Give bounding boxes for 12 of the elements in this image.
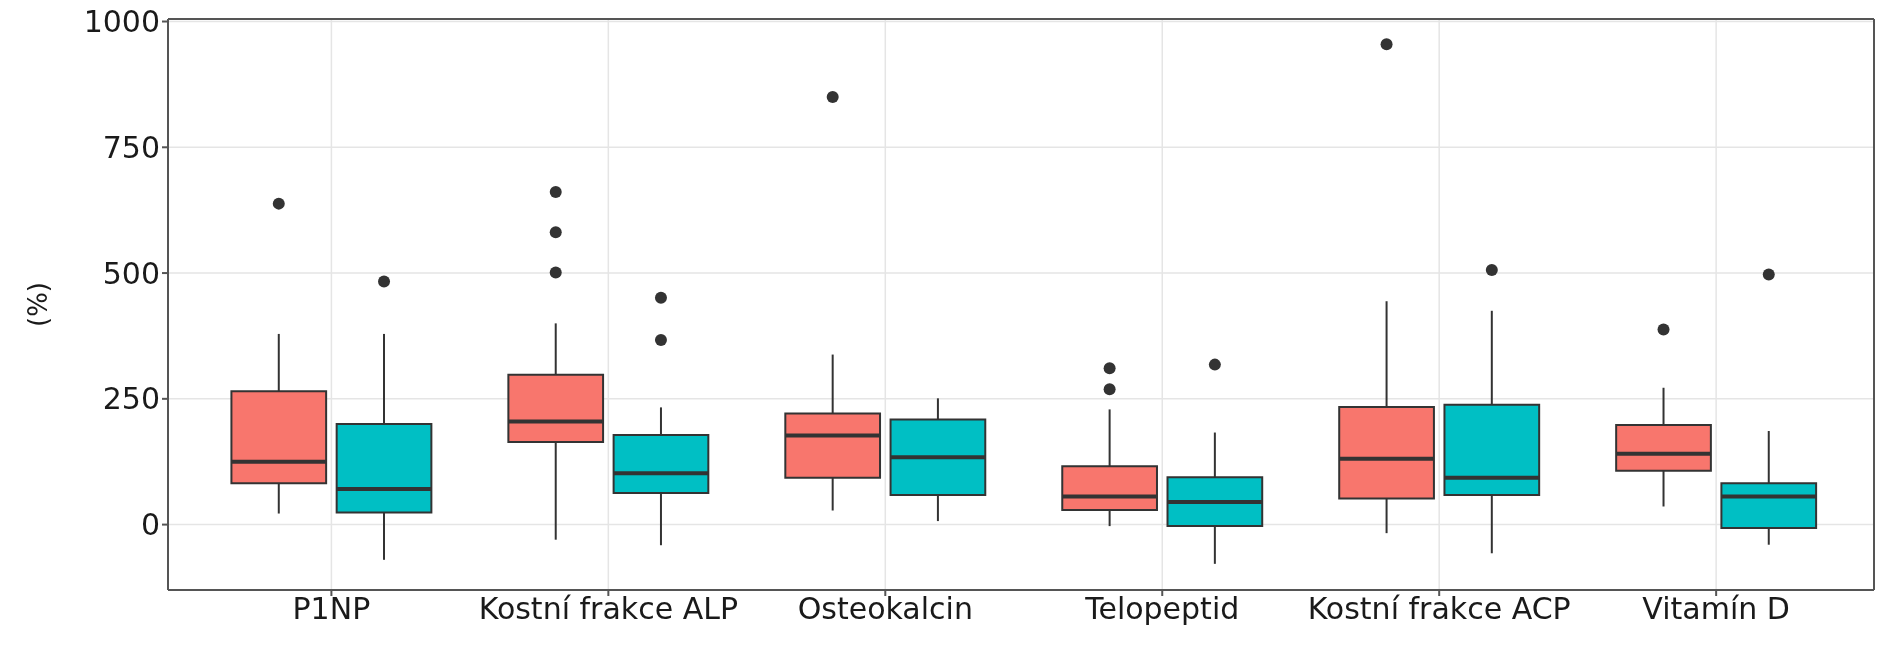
- x-tick-label: Kostní frakce ALP: [478, 591, 738, 627]
- x-tick-label: Osteokalcin: [797, 591, 973, 627]
- x-tick-label: Vitamín D: [1642, 591, 1790, 627]
- y-tick-label: 500: [102, 255, 160, 291]
- y-axis-title: (%): [23, 282, 54, 327]
- x-tick-label: Kostní frakce ACP: [1307, 591, 1571, 627]
- x-tick-label: P1NP: [292, 591, 371, 627]
- y-tick-label: 1000: [83, 4, 160, 40]
- y-tick-label: 750: [102, 129, 160, 165]
- y-tick-label: 250: [102, 381, 160, 417]
- y-tick-label: 0: [140, 507, 160, 543]
- x-tick-label: Telopeptid: [1084, 591, 1240, 627]
